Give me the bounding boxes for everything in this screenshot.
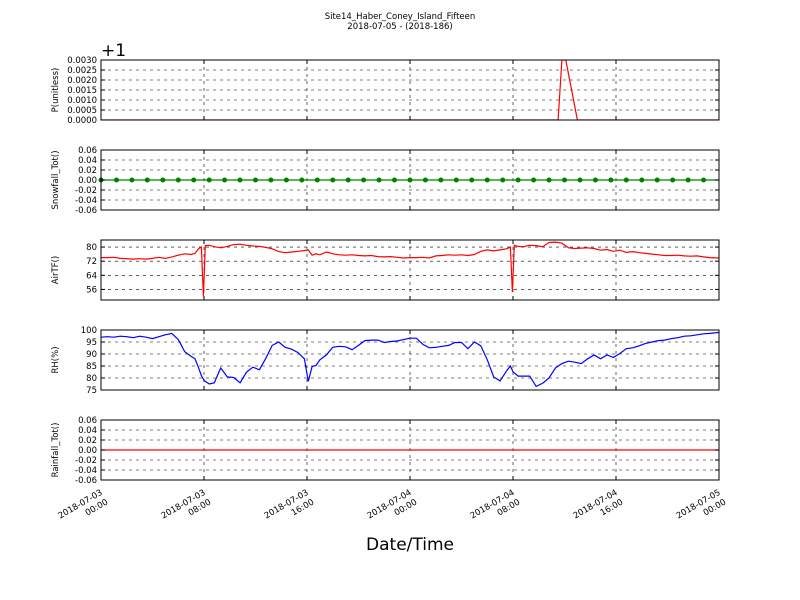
y-tick-label: 0.06: [78, 146, 97, 156]
series-point-1: [500, 177, 506, 183]
series-point-1: [438, 177, 444, 183]
series-point-1: [701, 177, 707, 183]
series-point-1: [191, 177, 197, 183]
y-tick-label: -0.04: [75, 196, 97, 206]
series-point-1: [407, 177, 413, 183]
series-point-1: [129, 177, 135, 183]
series-point-1: [531, 177, 537, 183]
y-tick-label: 0.04: [78, 426, 97, 436]
x-tick-label: 2018-07-0316:00: [263, 488, 316, 531]
series-point-1: [623, 177, 629, 183]
y-tick-label: 75: [86, 386, 97, 396]
y-axis-label: Rainfall_Tot(): [51, 423, 61, 478]
series-point-1: [237, 177, 243, 183]
x-tick-label: 2018-07-0400:00: [366, 488, 419, 531]
y-tick-label: 0.0025: [67, 66, 97, 76]
series-point-1: [577, 177, 583, 183]
series-point-1: [283, 177, 289, 183]
y-tick-label: 90: [86, 350, 97, 360]
y-tick-label: 100: [81, 326, 97, 336]
y-tick-label: 72: [86, 257, 97, 267]
panel-4: 0.060.040.020.00-0.02-0.04-0.06 Rainfall_…: [51, 416, 720, 486]
panel-3: 100 95 90 85 80 75 RH(%): [51, 326, 720, 396]
y-tick-label: -0.06: [75, 206, 97, 216]
chart-title-line2: 2018-07-05 - (2018-186): [347, 22, 452, 32]
series-point-1: [562, 177, 567, 183]
chart-panels: 0.00300.00250.00200.00150.00100.00050.00…: [51, 41, 720, 486]
y-tick-label: 0.00: [78, 446, 97, 456]
series-point-1: [144, 177, 150, 183]
series-point-1: [299, 177, 305, 183]
y-tick-label: 80: [86, 243, 97, 253]
series-line-2-0: [101, 241, 719, 297]
series-point-1: [206, 177, 212, 183]
series-point-1: [484, 177, 490, 183]
series-point-1: [453, 177, 459, 183]
y-tick-label: -0.04: [75, 466, 97, 476]
series-point-1: [546, 177, 552, 183]
y-tick-label: 0.00: [78, 176, 97, 186]
y-tick-label: 0.02: [78, 436, 97, 446]
x-tick-label: 2018-07-0308:00: [160, 488, 213, 531]
series-point-1: [361, 177, 367, 183]
y-tick-label: 80: [86, 374, 97, 384]
y-offset-label: +1: [101, 41, 126, 61]
y-tick-label: -0.02: [75, 186, 97, 196]
x-axis-tick-labels: 2018-07-0300:00 2018-07-0308:00 2018-07-03…: [57, 488, 728, 531]
series-point-1: [268, 177, 274, 183]
y-tick-label: 64: [86, 271, 97, 281]
series-point-1: [160, 177, 166, 183]
y-axis-label: RH(%): [51, 346, 61, 373]
series-point-1: [639, 177, 645, 183]
series-point-1: [376, 177, 382, 183]
y-tick-label: 0.0015: [67, 86, 97, 96]
y-axis-label: AirTF(): [51, 256, 61, 284]
panel-0: 0.00300.00250.00200.00150.00100.00050.00…: [51, 41, 720, 126]
x-tick-label: 2018-07-0300:00: [57, 488, 110, 531]
series-point-1: [314, 177, 320, 183]
series-point-1: [515, 177, 521, 183]
y-tick-label: 0.06: [78, 416, 97, 426]
series-point-1: [253, 177, 258, 183]
y-tick-label: -0.06: [75, 476, 97, 486]
y-tick-label: 0.0000: [67, 116, 97, 126]
y-tick-label: 0.04: [78, 156, 97, 166]
x-axis-label: Date/Time: [366, 535, 454, 555]
panel-2: 80 72 64 56 AirTF(): [51, 239, 720, 301]
y-axis-label: P(unitless): [51, 68, 61, 113]
series-point-1: [670, 177, 676, 183]
series-point-1: [422, 177, 428, 183]
x-tick-label: 2018-07-0416:00: [572, 488, 625, 531]
y-tick-label: -0.02: [75, 456, 97, 466]
series-line-3-0: [101, 331, 719, 388]
y-tick-label: 0.0010: [67, 96, 97, 106]
series-point-1: [608, 177, 614, 183]
y-tick-label: 95: [86, 338, 97, 348]
y-axis-label: Snowfall_Tot(): [51, 150, 61, 209]
y-tick-label: 85: [86, 362, 97, 372]
series-point-1: [654, 177, 660, 183]
series-point-1: [685, 177, 691, 183]
series-point-1: [392, 177, 397, 183]
chart-title-line1: Site14_Haber_Coney_Island_Fifteen: [325, 12, 476, 22]
y-tick-label: 56: [86, 285, 97, 295]
x-tick-label: 2018-07-0500:00: [675, 488, 728, 531]
panel-1: 0.060.040.020.00-0.02-0.04-0.06 Snowfall_…: [51, 146, 720, 216]
series-point-1: [222, 177, 228, 183]
y-tick-label: 0.0005: [67, 106, 97, 116]
y-tick-label: 0.02: [78, 166, 97, 176]
y-tick-label: 0.0020: [67, 76, 97, 86]
series-point-1: [114, 177, 119, 183]
series-point-1: [345, 177, 351, 183]
series-point-1: [592, 177, 598, 183]
series-point-1: [469, 177, 475, 183]
x-tick-label: 2018-07-0408:00: [469, 488, 522, 531]
series-point-1: [330, 177, 336, 183]
series-point-1: [175, 177, 181, 183]
y-tick-label: 0.0030: [67, 56, 97, 66]
